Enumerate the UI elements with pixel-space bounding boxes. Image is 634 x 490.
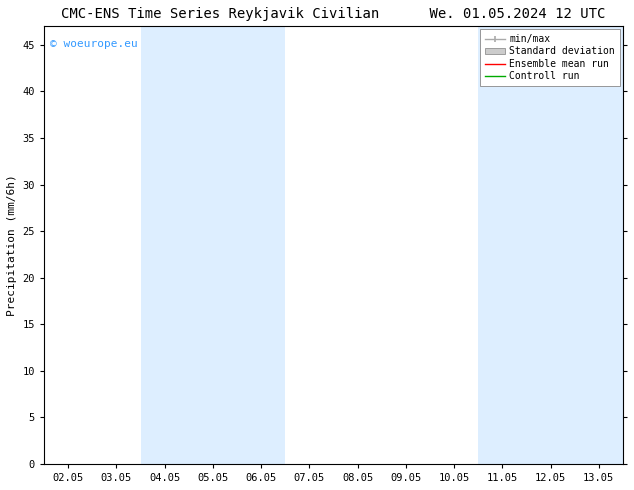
Text: © woeurope.eu: © woeurope.eu	[50, 39, 138, 49]
Y-axis label: Precipitation (mm/6h): Precipitation (mm/6h)	[7, 174, 17, 316]
Bar	[141, 26, 285, 464]
Bar	[478, 26, 623, 464]
Title: CMC-ENS Time Series Reykjavik Civilian      We. 01.05.2024 12 UTC: CMC-ENS Time Series Reykjavik Civilian W…	[61, 7, 605, 21]
Legend: min/max, Standard deviation, Ensemble mean run, Controll run: min/max, Standard deviation, Ensemble me…	[480, 29, 620, 86]
